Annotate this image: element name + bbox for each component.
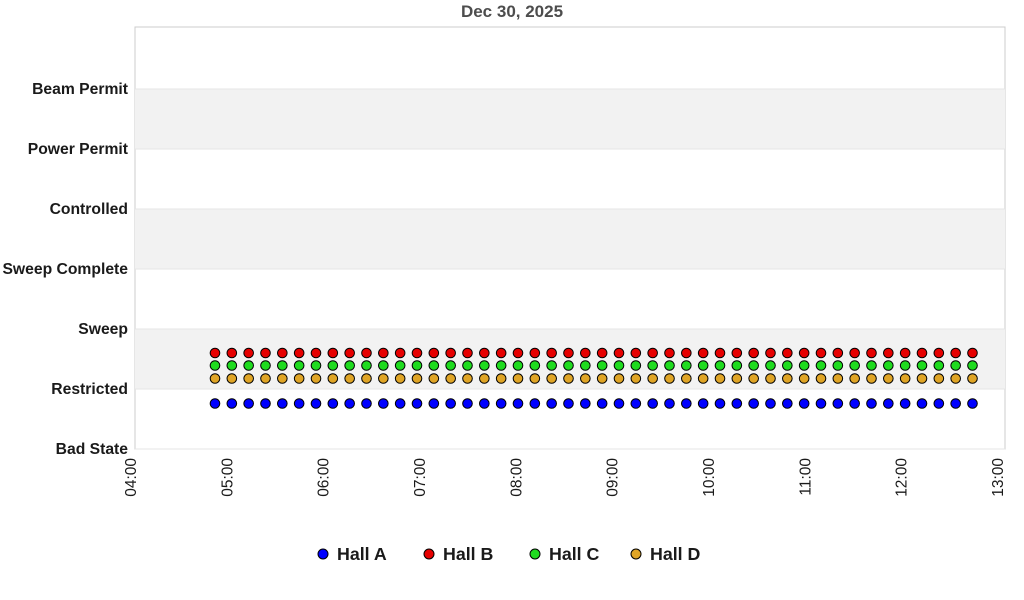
- svg-text:Hall D: Hall D: [650, 544, 701, 564]
- svg-text:Sweep: Sweep: [78, 321, 128, 338]
- svg-text:13:00: 13:00: [990, 458, 1007, 497]
- svg-text:06:00: 06:00: [316, 458, 333, 497]
- svg-text:07:00: 07:00: [412, 458, 429, 497]
- svg-text:Power Permit: Power Permit: [28, 141, 129, 158]
- svg-text:09:00: 09:00: [605, 458, 622, 497]
- svg-text:Bad State: Bad State: [56, 441, 129, 458]
- svg-text:Controlled: Controlled: [50, 201, 128, 218]
- svg-text:Hall A: Hall A: [337, 544, 387, 564]
- svg-text:Restricted: Restricted: [51, 381, 128, 398]
- svg-text:Dec 30, 2025: Dec 30, 2025: [461, 2, 563, 21]
- svg-text:10:00: 10:00: [701, 458, 718, 497]
- svg-text:Hall B: Hall B: [443, 544, 494, 564]
- svg-text:04:00: 04:00: [123, 458, 140, 497]
- svg-text:12:00: 12:00: [894, 458, 911, 497]
- svg-text:Sweep Complete: Sweep Complete: [2, 261, 128, 278]
- svg-text:Hall C: Hall C: [549, 544, 600, 564]
- svg-text:Beam Permit: Beam Permit: [32, 81, 129, 98]
- svg-text:08:00: 08:00: [508, 458, 525, 497]
- svg-text:11:00: 11:00: [797, 458, 814, 496]
- svg-text:05:00: 05:00: [219, 458, 236, 497]
